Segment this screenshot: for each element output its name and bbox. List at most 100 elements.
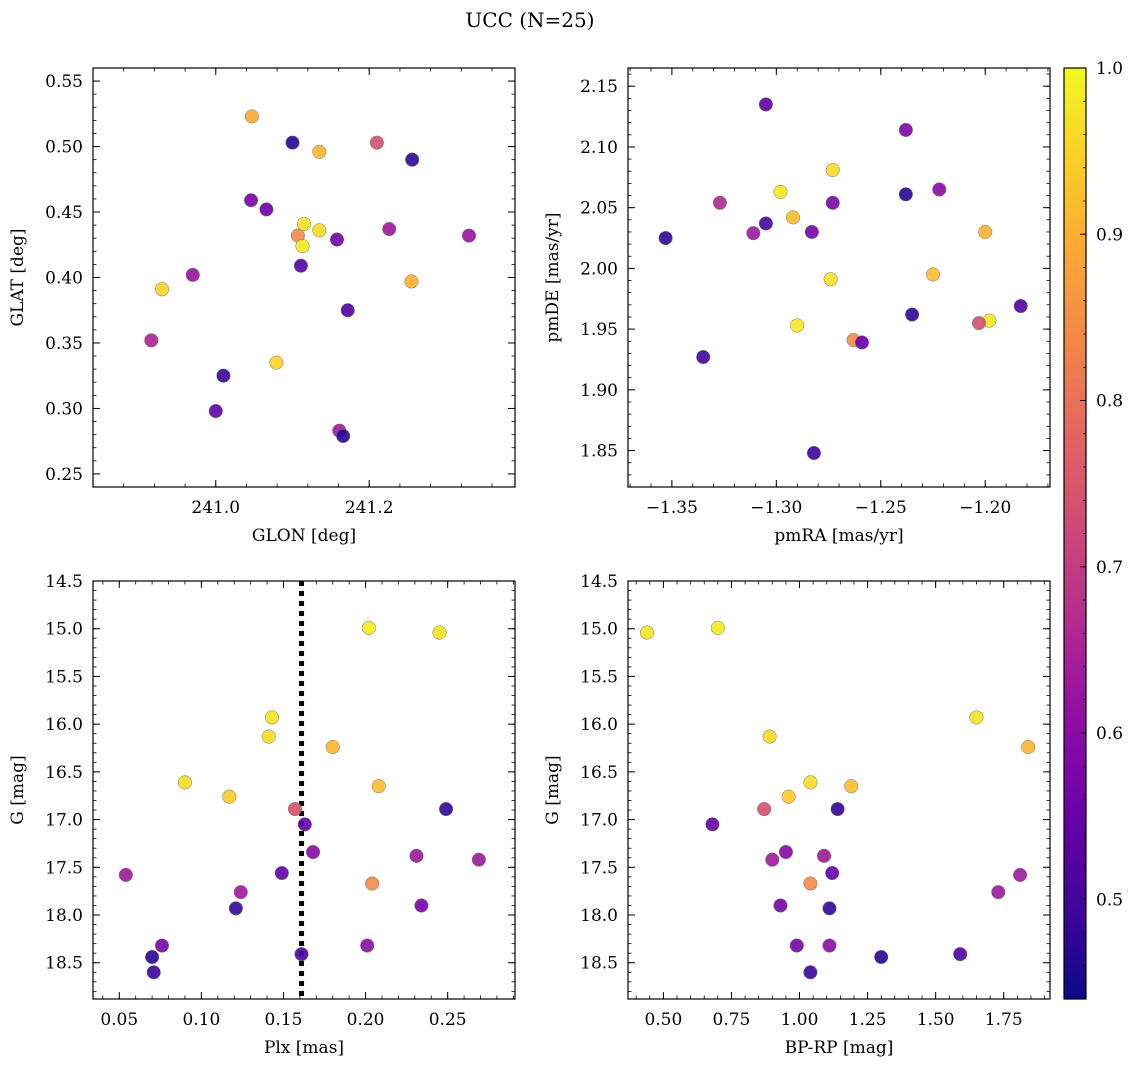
data-point	[144, 333, 159, 348]
data-point	[789, 938, 804, 953]
data-point	[773, 898, 788, 913]
data-point	[830, 802, 845, 817]
x-axis-label: BP-RP [mag]	[785, 1038, 894, 1058]
data-point	[705, 817, 720, 832]
data-point	[762, 729, 777, 744]
y-axis-label: G [mag]	[8, 755, 28, 824]
data-point	[294, 947, 309, 962]
data-point	[822, 938, 837, 953]
data-point	[898, 122, 913, 137]
data-point	[785, 210, 801, 225]
y-tick-label: 0.25	[45, 465, 83, 485]
data-point	[778, 844, 793, 860]
data-point	[773, 184, 788, 199]
colorbar-tick-label: 1.0	[1096, 59, 1123, 79]
data-point	[803, 965, 818, 980]
panel-glon-glat: 241.0 241.2 0.25 0.30 0.35 0.40 0.45 0.50 0.55 GL…	[8, 67, 516, 546]
x-tick-label: 0.15	[265, 1010, 303, 1030]
y-tick-label: 18.0	[45, 906, 83, 926]
panel-pmra-pmde: −1.35 −1.30 −1.25 −1.20 1.85 1.90 1.95 2.00 2.05…	[543, 67, 1051, 546]
data-point	[757, 802, 772, 817]
y-tick-label: 15.5	[580, 667, 618, 687]
panel-plx-g: 0.05 0.10 0.15 0.20 0.25 14.5 15.0 15.5 16.0 16.5…	[8, 572, 516, 1058]
data-point	[905, 307, 920, 322]
figure-title: UCC (N=25)	[465, 8, 594, 32]
data-point	[329, 232, 345, 247]
data-point	[658, 230, 673, 246]
y-tick-label: 16.5	[45, 763, 83, 783]
y-tick-label: 16.0	[45, 715, 83, 735]
x-tick-label: 241.2	[345, 498, 394, 518]
x-tick-label: −1.35	[646, 498, 698, 518]
data-point	[471, 852, 486, 867]
data-point	[155, 282, 170, 297]
y-axis-label: pmDE [mas/yr]	[543, 212, 563, 342]
data-point	[765, 852, 780, 867]
x-tick-label: 0.50	[644, 1010, 682, 1030]
y-tick-label: 17.5	[45, 858, 83, 878]
data-point	[369, 135, 384, 150]
y-tick-label: 18.5	[580, 954, 618, 974]
data-point	[222, 789, 237, 804]
data-point	[971, 315, 987, 331]
data-point	[118, 867, 133, 882]
data-point	[340, 303, 355, 318]
data-point	[261, 729, 276, 744]
x-tick-label: −1.20	[959, 498, 1011, 518]
data-point	[244, 193, 259, 208]
y-tick-label: 14.5	[45, 572, 83, 592]
y-tick-label: 1.95	[580, 320, 618, 340]
x-tick-label: 241.0	[191, 498, 240, 518]
data-point	[825, 162, 840, 178]
x-tick-label: −1.25	[855, 498, 907, 518]
colorbar: 0.5 0.6 0.7 0.8 0.9 1.0	[1063, 59, 1123, 1000]
x-tick-label: 1.50	[917, 1010, 955, 1030]
data-point	[285, 135, 300, 150]
data-point	[185, 267, 200, 282]
x-tick-label: 0.10	[182, 1010, 220, 1030]
data-point	[409, 848, 424, 863]
data-point	[1013, 867, 1028, 882]
data-point	[991, 885, 1006, 900]
data-point	[953, 947, 968, 962]
data-point	[259, 202, 274, 217]
data-point	[382, 222, 397, 237]
data-point	[806, 445, 821, 461]
colorbar-tick-label: 0.8	[1096, 392, 1123, 412]
x-tick-label: 0.05	[100, 1010, 138, 1030]
panels: 241.0 241.2 0.25 0.30 0.35 0.40 0.45 0.50 0.55 GL…	[8, 67, 1051, 1058]
y-tick-label: 2.05	[580, 199, 618, 219]
data-point	[790, 318, 805, 333]
y-tick-label: 15.5	[45, 667, 83, 687]
data-point	[925, 267, 941, 282]
data-point	[825, 865, 840, 881]
data-point	[177, 775, 193, 790]
y-tick-label: 1.85	[580, 442, 618, 462]
x-axis-label: pmRA [mas/yr]	[774, 526, 903, 546]
data-point	[405, 152, 420, 167]
y-tick-label: 18.0	[580, 906, 618, 926]
x-tick-label: 0.75	[713, 1010, 751, 1030]
x-tick-label: −1.30	[750, 498, 802, 518]
x-tick-label: 0.25	[429, 1010, 467, 1030]
y-tick-label: 0.50	[45, 138, 83, 158]
plot-frame	[627, 580, 1051, 1000]
data-point	[816, 848, 832, 863]
colorbar-tick-label: 0.9	[1096, 225, 1123, 245]
y-tick-label: 0.45	[45, 203, 83, 223]
y-tick-label: 2.10	[580, 138, 618, 158]
y-tick-label: 16.0	[580, 715, 618, 735]
data-point	[978, 224, 993, 240]
x-tick-label: 1.25	[849, 1010, 887, 1030]
data-point	[154, 938, 170, 953]
y-axis-label: G [mag]	[543, 755, 563, 824]
y-tick-label: 2.15	[580, 77, 618, 97]
y-tick-label: 1.90	[580, 381, 618, 401]
x-tick-label: 0.20	[347, 1010, 385, 1030]
data-point	[825, 195, 840, 210]
data-point	[208, 404, 223, 419]
y-tick-label: 17.0	[580, 811, 618, 831]
colorbar-gradient	[1063, 67, 1087, 1000]
y-tick-label: 16.5	[580, 763, 618, 783]
